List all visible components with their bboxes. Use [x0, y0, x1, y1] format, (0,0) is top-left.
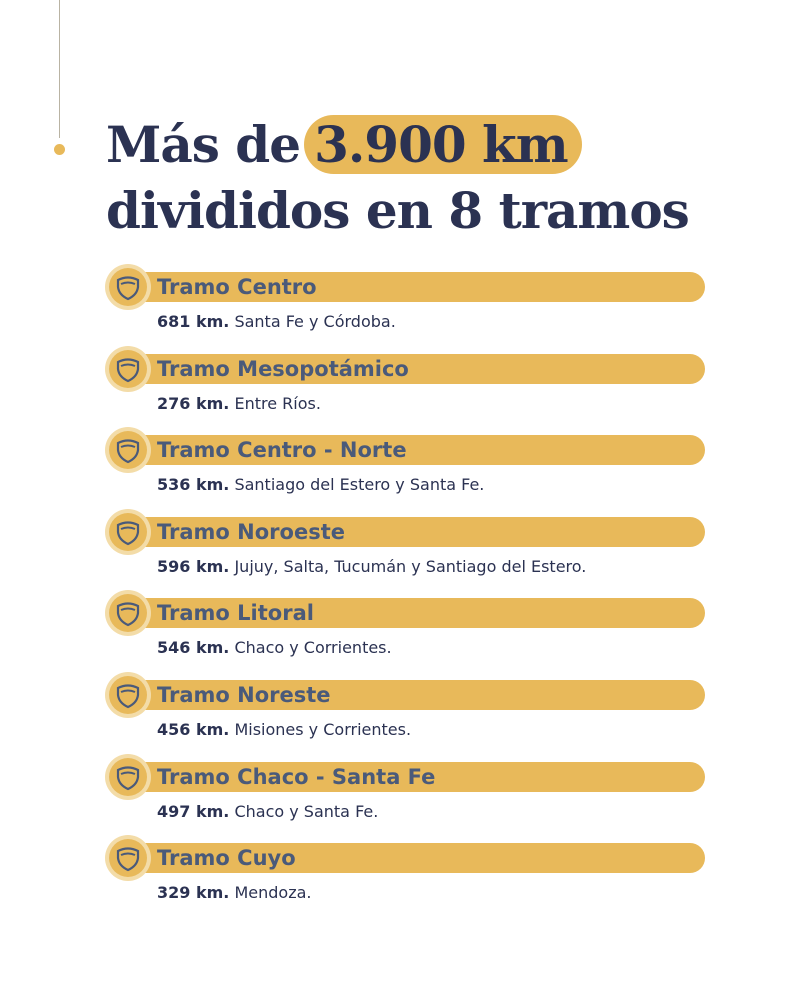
shield-icon	[105, 590, 151, 637]
tramo-desc: 276 km. Entre Ríos.	[157, 394, 321, 413]
tramo-name: Tramo Noreste	[157, 683, 331, 707]
tramo-icon	[104, 508, 152, 556]
tramo-icon	[104, 345, 152, 393]
decor-dot	[54, 144, 65, 155]
tramo-desc: 546 km. Chaco y Corrientes.	[157, 638, 392, 657]
tramo-name: Tramo Centro - Norte	[157, 438, 407, 463]
tramo-desc: 536 km. Santiago del Estero y Santa Fe.	[157, 475, 484, 494]
shield-icon	[105, 753, 151, 800]
tramo-name: Tramo Cuyo	[157, 846, 296, 871]
tramo-pill	[120, 435, 705, 466]
tramo-km: 681 km.	[157, 312, 230, 331]
shield-icon	[105, 264, 151, 310]
tramo-km: 456 km.	[157, 720, 230, 739]
shield-icon	[105, 427, 151, 474]
tramo-pill	[120, 272, 705, 302]
title: Más de 3.900 km divididos en 8 tramos	[106, 112, 690, 244]
tramo-icon	[104, 671, 152, 719]
tramo-desc: 596 km. Jujuy, Salta, Tucumán y Santiago…	[157, 557, 586, 576]
tramo-name: Tramo Mesopotámico	[157, 356, 409, 381]
tramo-km: 536 km.	[157, 475, 230, 495]
tramo: Tramo Noroeste 596 km. Jujuy, Salta, Tucu…	[104, 508, 706, 597]
tramo-regions: Entre Ríos.	[234, 393, 321, 413]
tramo: Tramo Chaco - Santa Fe 497 km. Chaco y Sa…	[104, 753, 706, 842]
tramo: Tramo Litoral 546 km. Chaco y Corrientes.	[104, 590, 706, 678]
tramo-desc: 497 km. Chaco y Santa Fe.	[157, 802, 378, 821]
tramo-regions: Chaco y Santa Fe.	[234, 801, 379, 821]
tramo-icon	[104, 834, 152, 882]
tramo-desc: 456 km. Misiones y Corrientes.	[157, 720, 411, 739]
title-highlight: 3.900 km	[304, 115, 582, 174]
tramo: Tramo Mesopotámico 276 km. Entre Ríos.	[104, 345, 706, 434]
tramo: Tramo Noreste 456 km. Misiones y Corrient…	[104, 672, 706, 760]
tramo: Tramo Centro - Norte 536 km. Santiago del…	[104, 427, 706, 515]
tramo-pill	[120, 598, 705, 629]
tramo-pill	[120, 353, 705, 384]
tramo-icon	[104, 426, 152, 474]
tramo-km: 329 km.	[157, 883, 230, 903]
tramo-name: Tramo Noroeste	[157, 519, 345, 544]
tramo-pill	[120, 761, 705, 792]
tramo-icon	[104, 263, 152, 311]
tramo-pill	[120, 680, 705, 710]
tramo-regions: Jujuy, Salta, Tucumán y Santiago del Est…	[234, 556, 587, 576]
tramo-pill	[120, 843, 705, 874]
tramo-desc: 329 km. Mendoza.	[157, 883, 311, 902]
tramo: Tramo Cuyo 329 km. Mendoza.	[104, 835, 706, 923]
shield-icon	[105, 508, 151, 555]
tramo-name: Tramo Chaco - Santa Fe	[157, 764, 436, 789]
title-line2: divididos en 8 tramos	[106, 181, 690, 240]
tramo-km: 276 km.	[157, 393, 230, 413]
title-prefix: Más de	[106, 115, 301, 174]
shield-icon	[105, 345, 151, 392]
tramo-regions: Misiones y Corrientes.	[234, 720, 412, 739]
tramo-regions: Chaco y Corrientes.	[234, 638, 392, 658]
tramo: Tramo Centro 681 km. Santa Fe y Córdoba.	[104, 264, 706, 352]
tramo-name: Tramo Centro	[157, 275, 317, 299]
tramo-desc: 681 km. Santa Fe y Córdoba.	[157, 312, 396, 331]
tramo-icon	[104, 589, 152, 637]
decor-line	[59, 0, 60, 138]
tramo-km: 546 km.	[157, 638, 230, 658]
tramo-km: 497 km.	[157, 801, 230, 821]
tramo-pill	[120, 516, 705, 547]
tramo-km: 596 km.	[157, 556, 230, 576]
tramo-regions: Santiago del Estero y Santa Fe.	[234, 475, 485, 495]
shield-icon	[105, 672, 151, 718]
tramo-regions: Mendoza.	[234, 883, 312, 903]
tramo-icon	[104, 753, 152, 801]
shield-icon	[105, 835, 151, 882]
tramo-name: Tramo Litoral	[157, 601, 314, 626]
tramo-regions: Santa Fe y Córdoba.	[234, 312, 396, 331]
